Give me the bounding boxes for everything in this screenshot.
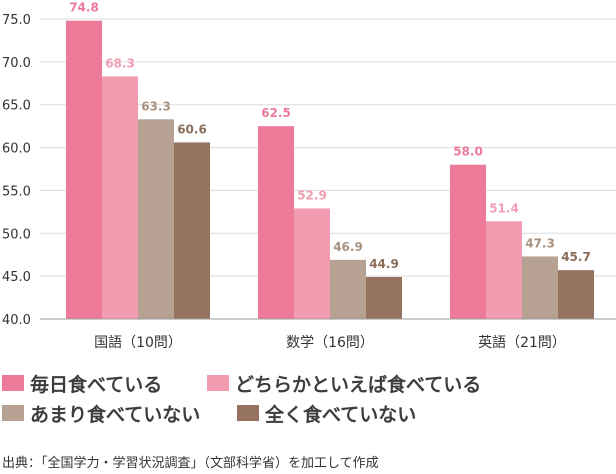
data-label: 60.6 (177, 122, 207, 136)
x-category-label: 英語（21問） (478, 334, 566, 351)
bar (174, 142, 210, 319)
data-label: 51.4 (489, 201, 519, 215)
y-tick-label: 70.0 (2, 56, 31, 71)
legend-label-rarely: あまり食べていない (30, 403, 201, 426)
legend-item-daily: 毎日食べている (2, 370, 162, 397)
bar (450, 164, 486, 319)
legend-item-rarely: あまり食べていない (2, 400, 200, 427)
legend-item-never: 全く食べていない (237, 400, 416, 427)
legend-swatch-daily (2, 375, 24, 391)
y-tick-label: 65.0 (2, 99, 31, 114)
data-label: 52.9 (297, 188, 327, 202)
legend-label-mostly: どちらかといえば食べている (235, 373, 482, 396)
bar (330, 259, 366, 319)
data-label: 74.8 (69, 1, 99, 15)
y-tick-label: 50.0 (2, 227, 31, 242)
bar (558, 270, 594, 319)
legend-label-daily: 毎日食べている (30, 373, 163, 396)
legend-swatch-rarely (2, 405, 24, 421)
data-label: 62.5 (261, 106, 291, 120)
y-tick-label: 60.0 (2, 142, 31, 157)
data-label: 58.0 (453, 145, 483, 159)
bar (294, 208, 330, 319)
data-label: 47.3 (525, 236, 555, 250)
legend-item-mostly: どちらかといえば食べている (207, 370, 481, 397)
bar (366, 277, 402, 319)
data-label: 68.3 (105, 56, 135, 70)
legend-swatch-mostly (207, 375, 229, 391)
data-label: 45.7 (561, 250, 591, 264)
data-label: 46.9 (333, 240, 363, 254)
x-category-label: 国語（10問） (94, 335, 182, 351)
bar-chart: 75.0 70.0 65.0 60.0 55.0 50.0 45.0 40.0 74.8 68.3… (2, 1, 616, 351)
bar (138, 119, 174, 320)
bar (66, 20, 102, 319)
x-category-label: 数学（16問） (286, 335, 374, 351)
bar (102, 76, 138, 319)
legend-swatch-never (237, 405, 259, 421)
y-tick-label: 40.0 (2, 313, 31, 328)
y-tick-label: 55.0 (2, 184, 31, 199)
source-note: 出典：「全国学力・学習状況調査」（文部科学省）を加工して作成 (2, 456, 379, 471)
bar (522, 256, 558, 319)
bar (486, 221, 522, 319)
legend: 毎日食べている どちらかといえば食べている あまり食べていない 全く食べていない (2, 368, 602, 428)
y-tick-label: 75.0 (2, 13, 31, 28)
data-label: 63.3 (141, 99, 171, 113)
y-tick-label: 45.0 (2, 270, 31, 285)
bar (258, 126, 294, 320)
legend-label-never: 全く食べていない (265, 403, 417, 426)
data-label: 44.9 (369, 257, 399, 271)
